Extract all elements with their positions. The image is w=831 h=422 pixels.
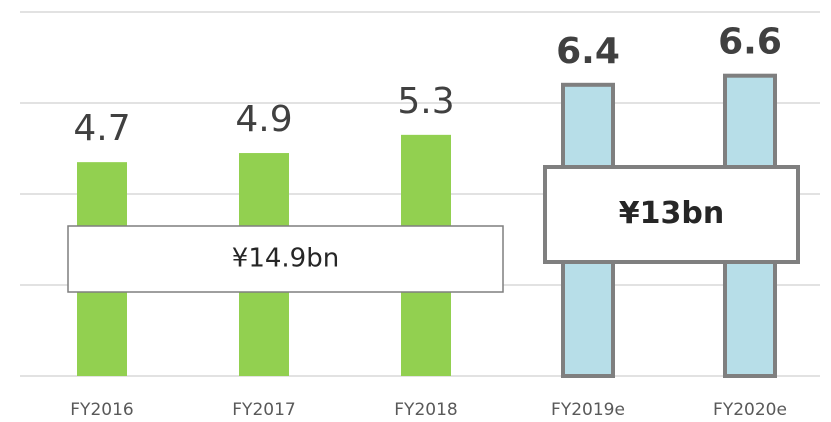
data-label: 6.6 xyxy=(718,22,782,63)
x-tick-label: FY2018 xyxy=(394,400,457,420)
data-label: 4.7 xyxy=(73,108,130,149)
data-label: 5.3 xyxy=(397,81,454,122)
annotation-box xyxy=(67,225,504,293)
annotation: ¥14.9bn xyxy=(232,244,339,274)
x-tick-label: FY2017 xyxy=(232,400,295,420)
x-tick-label: FY2019e xyxy=(551,400,625,420)
data-label: 4.9 xyxy=(235,99,292,140)
x-tick-label: FY2020e xyxy=(713,400,787,420)
x-tick-label: FY2016 xyxy=(70,400,133,420)
annotation: ¥13bn xyxy=(619,196,724,231)
annotation-box xyxy=(543,165,800,264)
data-label: 6.4 xyxy=(556,31,620,72)
